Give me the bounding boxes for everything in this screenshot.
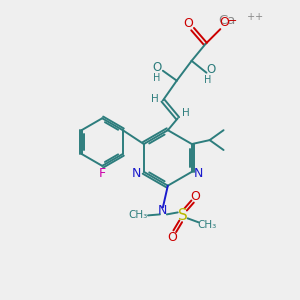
Text: N: N	[158, 204, 168, 217]
Text: CH₃: CH₃	[198, 220, 217, 230]
Text: O: O	[184, 17, 194, 30]
Text: Ca: Ca	[219, 14, 236, 27]
Text: F: F	[99, 167, 106, 180]
Text: ++: ++	[244, 12, 263, 22]
Text: H: H	[182, 108, 190, 118]
Text: N: N	[194, 167, 203, 180]
Text: H: H	[204, 75, 211, 85]
Text: O: O	[207, 63, 216, 76]
Text: CH₃: CH₃	[128, 210, 148, 220]
Text: N: N	[132, 167, 142, 180]
Text: O: O	[152, 61, 162, 74]
Text: S: S	[178, 208, 188, 223]
Text: −: −	[227, 16, 237, 26]
Text: H: H	[151, 94, 159, 104]
Text: O: O	[219, 16, 229, 29]
Text: H: H	[153, 73, 161, 83]
Text: O: O	[190, 190, 200, 203]
Text: O: O	[167, 231, 177, 244]
